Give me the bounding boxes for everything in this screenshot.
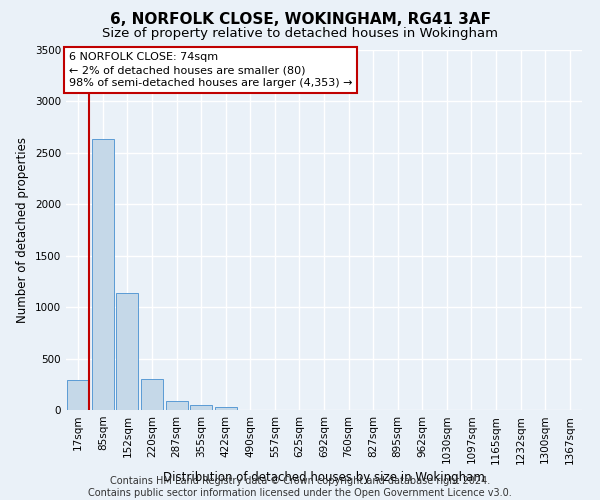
- X-axis label: Distribution of detached houses by size in Wokingham: Distribution of detached houses by size …: [163, 470, 485, 484]
- Text: 6 NORFOLK CLOSE: 74sqm
← 2% of detached houses are smaller (80)
98% of semi-deta: 6 NORFOLK CLOSE: 74sqm ← 2% of detached …: [68, 52, 352, 88]
- Y-axis label: Number of detached properties: Number of detached properties: [16, 137, 29, 323]
- Bar: [116, 292, 139, 410]
- Text: Contains HM Land Registry data © Crown copyright and database right 2024.
Contai: Contains HM Land Registry data © Crown c…: [88, 476, 512, 498]
- Bar: [67, 380, 89, 410]
- Bar: [92, 139, 114, 410]
- Bar: [141, 379, 163, 410]
- Text: Size of property relative to detached houses in Wokingham: Size of property relative to detached ho…: [102, 28, 498, 40]
- Bar: [215, 407, 237, 410]
- Text: 6, NORFOLK CLOSE, WOKINGHAM, RG41 3AF: 6, NORFOLK CLOSE, WOKINGHAM, RG41 3AF: [110, 12, 491, 28]
- Bar: [190, 406, 212, 410]
- Bar: [166, 400, 188, 410]
